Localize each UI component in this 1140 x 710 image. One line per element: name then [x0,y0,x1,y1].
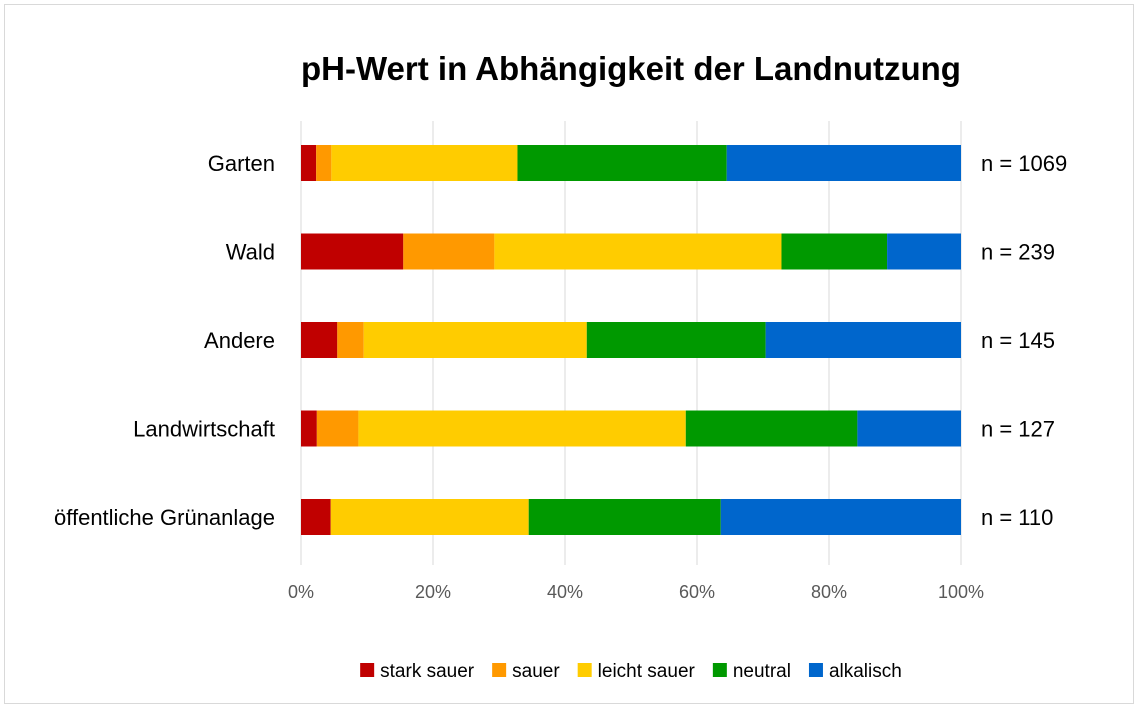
legend-item: stark sauer [360,661,475,682]
bar-segment [301,233,404,270]
bar-segment [301,410,317,447]
bar-segment [765,322,961,358]
sample-size-label: n = 127 [981,417,1055,442]
legend-label: leicht sauer [598,661,696,682]
x-tick-labels: 0% 20% 40% 60% 80% 100% [288,582,984,602]
x-tick-label: 0% [288,582,314,602]
bar-segment [363,322,587,358]
legend-swatch [712,663,727,677]
legend-swatch [360,663,375,677]
bar-segment [301,145,317,181]
bar-segment [301,499,331,535]
legend: stark sauer sauer leicht sauer neutral alkal… [360,661,902,682]
bar-segment [301,322,338,358]
category-label: öffentliche Grünanlage [54,505,275,530]
sample-size-label: n = 1069 [981,151,1067,176]
bar-segment [586,322,766,358]
legend-item: sauer [492,661,560,682]
category-label: Garten [208,151,275,176]
x-tick-label: 80% [811,582,847,602]
bar-segment [494,233,782,270]
category-labels: Garten Wald Andere Landwirtschaft öffentlich… [54,151,275,530]
legend-item: neutral [712,661,791,682]
bar-segment [337,322,364,358]
legend-label: alkalisch [829,661,902,682]
bar-segment [403,233,495,270]
x-tick-label: 20% [415,582,451,602]
bar-segment [316,145,332,181]
sample-size-label: n = 110 [981,505,1053,530]
legend-item: leicht sauer [577,661,696,682]
sample-size-label: n = 145 [981,328,1055,353]
x-tick-label: 100% [938,582,984,602]
category-label: Landwirtschaft [133,417,275,442]
bar-segment [330,499,529,535]
chart-area: pH-Wert in Abhängigkeit der Landnutzung … [4,4,1134,704]
legend-label: sauer [512,661,560,682]
bar-segment [857,410,961,447]
x-tick-label: 40% [547,582,583,602]
x-tick-label: 60% [679,582,715,602]
category-label: Wald [226,240,275,265]
bar-segment [726,145,961,181]
category-label: Andere [204,328,275,353]
bar-segment [781,233,888,270]
legend-label: neutral [733,661,791,682]
chart-title: pH-Wert in Abhängigkeit der Landnutzung [301,50,961,87]
bar-segment [685,410,858,447]
sample-size-label: n = 239 [981,240,1055,265]
bar-segment [358,410,686,447]
bar-segment [720,499,961,535]
bar-segment [517,145,727,181]
legend-item: alkalisch [808,661,902,682]
legend-swatch [577,663,592,677]
sample-size-labels: n = 1069 n = 239 n = 145 n = 127 n = 110 [981,151,1067,530]
bar-segment [316,410,359,447]
legend-swatch [492,663,507,677]
bar-segment [887,233,961,270]
bars [301,145,961,535]
legend-label: stark sauer [380,661,475,682]
bar-segment [331,145,518,181]
legend-swatch [808,663,823,677]
chart-svg: pH-Wert in Abhängigkeit der Landnutzung … [54,50,1067,682]
bar-segment [528,499,721,535]
